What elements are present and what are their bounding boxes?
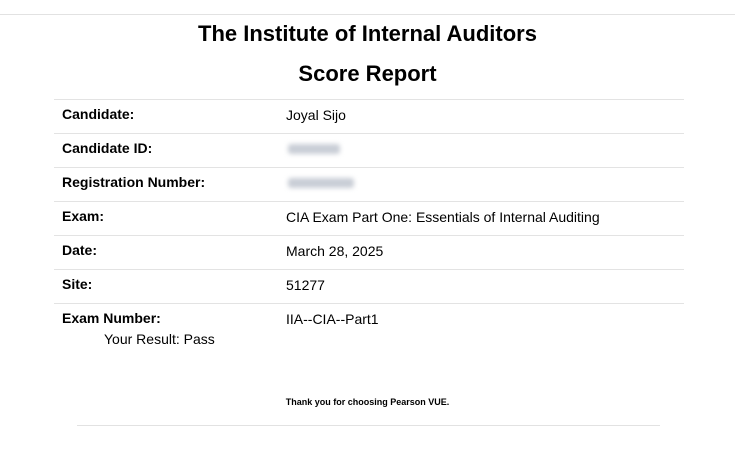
redacted-value: [288, 144, 340, 154]
row-exam: Exam: CIA Exam Part One: Essentials of I…: [54, 201, 684, 236]
field-label: Date:: [62, 242, 98, 258]
organization-title: The Institute of Internal Auditors: [198, 21, 537, 46]
field-label: Exam Number:: [62, 310, 161, 326]
page-title: Score Report: [298, 61, 437, 86]
field-label: Candidate:: [62, 106, 135, 122]
field-value: IIA--CIA--Part1: [286, 311, 379, 327]
exam-result: Your Result: Pass: [104, 331, 215, 347]
field-label: Candidate ID:: [62, 140, 153, 156]
row-registration-number: Registration Number:: [54, 167, 684, 202]
redacted-value: [288, 178, 354, 188]
field-label: Site:: [62, 276, 93, 292]
field-label: Exam:: [62, 208, 105, 224]
bottom-divider: [77, 425, 660, 426]
field-label: Registration Number:: [62, 174, 206, 190]
field-value: 51277: [286, 277, 325, 293]
field-value: March 28, 2025: [286, 243, 384, 259]
row-date: Date: March 28, 2025: [54, 235, 684, 270]
field-value: Joyal Sijo: [286, 107, 346, 123]
field-value: CIA Exam Part One: Essentials of Interna…: [286, 209, 600, 225]
top-divider: [0, 14, 735, 15]
thank-you-note: Thank you for choosing Pearson VUE.: [285, 397, 450, 407]
row-candidate: Candidate: Joyal Sijo: [54, 99, 684, 134]
row-candidate-id: Candidate ID:: [54, 133, 684, 168]
row-site: Site: 51277: [54, 269, 684, 304]
row-exam-number: Exam Number: IIA--CIA--Part1: [54, 303, 684, 338]
